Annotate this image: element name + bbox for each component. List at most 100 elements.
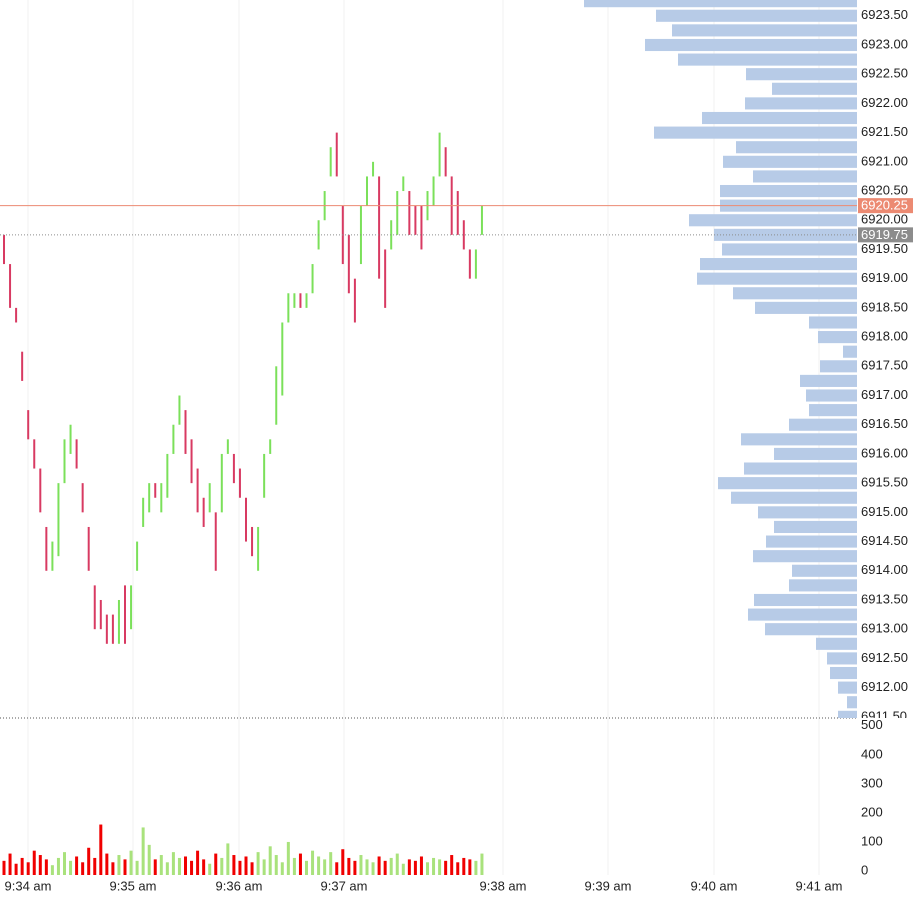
- volume-bar: [129, 850, 133, 875]
- candle-up: [257, 526, 260, 571]
- x-tick-label: 9:34 am: [5, 878, 52, 893]
- profile-bar: [774, 520, 857, 534]
- volume-bar: [81, 862, 85, 875]
- volume-bar: [202, 859, 206, 875]
- candle-up: [148, 483, 151, 513]
- x-tick-label: 9:38 am: [480, 878, 527, 893]
- y-tick-label: 6922.00: [861, 95, 908, 110]
- candle-up: [329, 147, 332, 177]
- profile-bar: [792, 564, 857, 577]
- volume-bar: [32, 850, 36, 875]
- profile-bar: [746, 68, 857, 81]
- y-tick-label: 6911.50: [861, 708, 907, 723]
- volume-bar: [462, 857, 466, 875]
- volume-bar: [450, 855, 454, 875]
- profile-bar: [741, 433, 857, 446]
- candle-up: [69, 424, 72, 454]
- candle-down: [93, 585, 96, 630]
- profile-bar: [723, 155, 857, 168]
- y-tick-label: 6920.00: [861, 212, 908, 227]
- volume-bar: [123, 859, 127, 875]
- y-tick-label: 6915.00: [861, 504, 908, 519]
- volume-bar: [111, 862, 115, 875]
- candle-up: [402, 176, 405, 192]
- y-tick-label: 6913.00: [861, 621, 908, 636]
- volume-bar: [305, 860, 308, 875]
- y-tick-label: 6922.50: [861, 66, 908, 81]
- candle-up: [160, 483, 163, 513]
- profile-bar: [755, 301, 857, 314]
- volume-bar: [38, 855, 42, 875]
- volume-profile: [584, 0, 857, 718]
- volume-bar: [135, 860, 139, 875]
- profile-bar: [718, 477, 857, 490]
- volume-bar: [63, 852, 66, 875]
- candle-down: [202, 497, 205, 527]
- last-price-box: [858, 198, 913, 214]
- volume-bar: [426, 862, 429, 875]
- volume-bar: [50, 865, 54, 875]
- candle-up: [281, 322, 284, 396]
- candle-down: [124, 585, 126, 644]
- volume-bar: [105, 853, 109, 875]
- profile-bar: [689, 214, 857, 227]
- candle-up: [372, 161, 375, 177]
- volume-pane: [2, 824, 484, 875]
- volume-bar: [395, 853, 399, 875]
- y-tick-label: 6921.50: [861, 124, 908, 139]
- volume-bar: [292, 857, 296, 875]
- candle-down: [105, 614, 108, 644]
- profile-bar: [765, 623, 857, 636]
- candle-up: [226, 439, 229, 454]
- volume-bar: [413, 860, 417, 875]
- profile-bar: [809, 404, 857, 417]
- candle-down: [245, 497, 247, 542]
- volume-bar: [75, 856, 79, 875]
- candle-down: [39, 468, 42, 513]
- candle-up: [269, 439, 272, 454]
- profile-bar: [774, 447, 857, 460]
- candle-up: [136, 541, 139, 571]
- profile-bar: [584, 0, 857, 8]
- candle-down: [87, 526, 90, 571]
- volume-bar: [232, 855, 236, 875]
- volume-bar: [298, 853, 302, 875]
- y-tick-label: 6912.00: [861, 679, 908, 694]
- volume-bar: [444, 860, 448, 875]
- y-tick-label: 6914.50: [861, 533, 908, 548]
- candle-down: [15, 307, 18, 323]
- y-tick-label: 6916.50: [861, 416, 908, 431]
- profile-bar: [702, 111, 857, 125]
- y-tick-label: 6919.00: [861, 270, 908, 285]
- profile-bar: [697, 272, 857, 285]
- volume-bar: [159, 855, 163, 875]
- volume-bar: [2, 860, 6, 875]
- candle-up: [390, 220, 393, 250]
- volume-bar: [250, 862, 254, 875]
- profile-bar: [772, 82, 857, 95]
- volume-bar: [329, 852, 333, 875]
- volume-bar: [220, 857, 224, 875]
- candle-down: [111, 614, 114, 644]
- volume-bar: [280, 862, 284, 875]
- profile-bar: [818, 331, 857, 344]
- candle-up: [311, 264, 314, 294]
- volume-bar: [377, 856, 381, 875]
- y-tick-label: 6920.50: [861, 182, 908, 197]
- y-tick-label: 6912.50: [861, 650, 908, 665]
- volume-bar: [262, 859, 266, 875]
- profile-bar: [789, 579, 857, 592]
- candle-up: [51, 541, 54, 571]
- profile-bar: [744, 462, 857, 475]
- candle-up: [432, 176, 435, 206]
- volume-bar: [165, 862, 169, 875]
- y-tick-label: 6921.00: [861, 153, 908, 168]
- x-tick-label: 9:39 am: [585, 878, 632, 893]
- candle-down: [251, 526, 254, 557]
- volume-bar: [238, 860, 242, 875]
- profile-bar: [736, 141, 857, 154]
- y-tick-label: 6917.00: [861, 387, 908, 402]
- candle-down: [45, 526, 48, 571]
- y-tick-label: 6918.50: [861, 299, 908, 314]
